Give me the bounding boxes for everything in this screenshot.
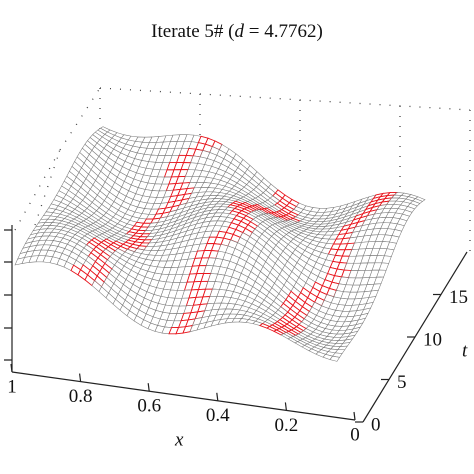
x-tick <box>147 383 150 392</box>
x-tick <box>353 411 356 421</box>
t-tick-label: 0 <box>371 414 381 435</box>
z-axis <box>4 225 13 372</box>
x-tick <box>284 402 287 411</box>
x-tick <box>79 373 82 382</box>
x-tick <box>10 363 13 373</box>
t-tick-label: 5 <box>397 372 407 393</box>
x-tick-label: 0.6 <box>137 396 161 417</box>
x-tick-label: 0.2 <box>275 415 299 436</box>
t-tick-label: 10 <box>423 329 442 350</box>
x-axis-label: x <box>174 429 184 450</box>
x-tick <box>216 392 219 401</box>
mesh-cell <box>329 355 341 362</box>
title-text: = 4.7762) <box>244 21 323 42</box>
x-tick-label: 0.8 <box>69 386 93 407</box>
title-text: Iterate 5# ( <box>151 21 234 42</box>
x-tick-label: 0 <box>350 424 360 445</box>
t-tick-label: 15 <box>449 287 468 308</box>
x-tick-label: 0.4 <box>206 405 230 426</box>
t-axis-label: t <box>462 340 468 361</box>
chart-title: Iterate 5# (d = 4.7762) <box>151 21 323 42</box>
title-symbol: d <box>235 21 245 42</box>
x-axis-line <box>11 371 356 421</box>
surface-mesh <box>14 126 426 362</box>
x-tick-label: 1 <box>7 376 17 397</box>
